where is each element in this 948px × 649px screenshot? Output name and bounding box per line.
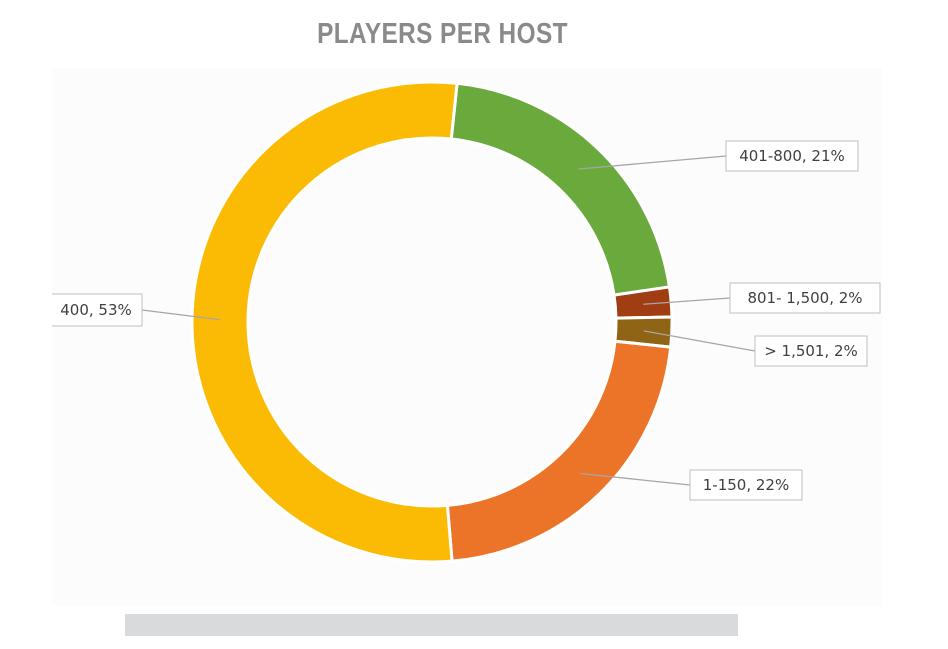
- data-label-4: 1-150, 22%: [703, 476, 789, 494]
- data-label-box-3: [754, 335, 868, 367]
- data-label-3: > 1,501, 2%: [764, 342, 858, 360]
- leader-line-1: [578, 155, 727, 170]
- data-label-box-1: [725, 140, 859, 172]
- data-label-5: 400, 53%: [60, 301, 132, 319]
- data-label-box-2: [729, 282, 881, 314]
- donut-slices: [190, 80, 674, 564]
- leader-line-4: [580, 472, 691, 486]
- leader-line-3: [643, 330, 756, 352]
- data-label-1: 401-800, 21%: [739, 147, 845, 165]
- data-label-2: 801- 1,500, 2%: [747, 289, 862, 307]
- donut-slice-4[interactable]: [445, 339, 673, 563]
- leader-line-5: [141, 309, 221, 321]
- data-label-box-4: [689, 469, 803, 501]
- leader-line-2: [643, 297, 731, 305]
- leader-lines: [141, 155, 756, 486]
- scrollbar-track: [125, 614, 738, 636]
- data-labels: 401-800, 21% 801- 1,500, 2% > 1,501, 2% 1-1…: [52, 140, 881, 501]
- chart-title: PLAYERS PER HOST: [317, 18, 568, 50]
- data-label-box-5: [52, 293, 143, 327]
- donut-slice-5[interactable]: [190, 80, 459, 564]
- donut-slice-1[interactable]: [449, 81, 672, 297]
